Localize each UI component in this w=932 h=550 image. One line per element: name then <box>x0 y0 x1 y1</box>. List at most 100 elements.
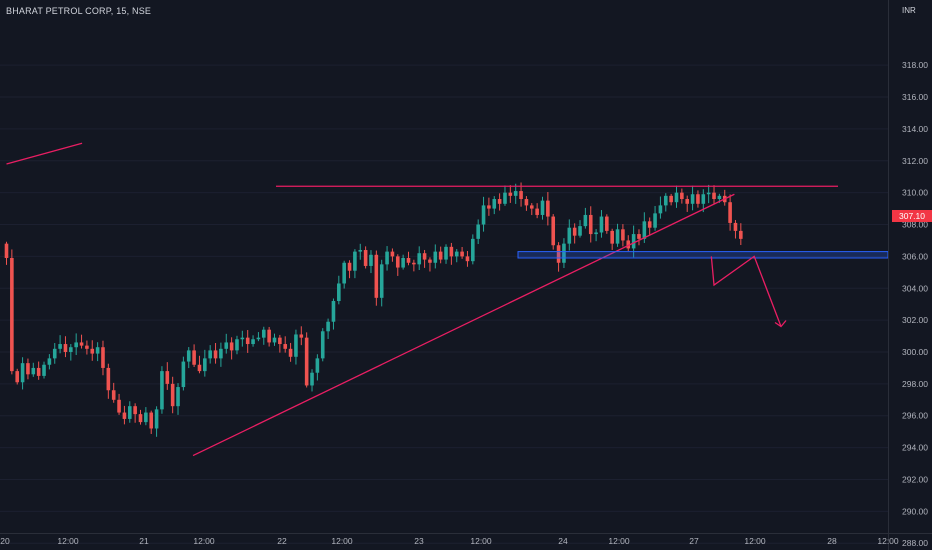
candle-body <box>272 337 277 343</box>
candle-body <box>192 350 196 365</box>
candle-body <box>465 256 470 262</box>
candle-body <box>529 205 534 209</box>
candle-body <box>320 331 325 359</box>
candle-body <box>642 221 647 239</box>
y-tick-label: 310.00 <box>902 188 928 198</box>
candle-body <box>58 344 62 349</box>
candle-body <box>739 230 743 239</box>
candle-body <box>599 216 604 233</box>
candle-body <box>492 199 497 209</box>
candle-body <box>390 251 395 257</box>
candle-body <box>621 229 625 241</box>
candle-body <box>422 253 427 260</box>
candle-body <box>449 246 454 257</box>
candle-body <box>160 371 164 410</box>
x-tick-label: 12:00 <box>331 536 353 546</box>
candle-body <box>15 371 20 383</box>
candle-body <box>395 256 400 268</box>
candle-body <box>256 337 261 340</box>
y-tick-label: 302.00 <box>902 315 928 325</box>
x-tick-label: 28 <box>827 536 837 546</box>
candle-body <box>572 227 577 236</box>
candle-body <box>240 337 245 340</box>
candle-body <box>331 301 336 322</box>
candle-body <box>481 205 486 225</box>
candle-body <box>197 364 202 372</box>
x-tick-label: 27 <box>689 536 699 546</box>
time-axis[interactable]: 20 12:00 21 12:00 22 12:00 23 12:00 24 12:00 27 12:… <box>0 533 932 547</box>
price-axis[interactable]: 318.00 316.00 314.00 312.00 310.00 308.00 306.… <box>888 0 929 550</box>
candle-body <box>369 254 373 266</box>
candle-body <box>513 191 518 196</box>
candle-body <box>412 262 416 265</box>
y-tick-label: 288.00 <box>902 538 928 548</box>
candle-body <box>460 251 464 257</box>
candle-body <box>208 350 212 359</box>
candle-body <box>90 348 95 354</box>
candle-body <box>26 363 30 375</box>
candle-body <box>149 412 154 429</box>
candle-body <box>540 200 545 215</box>
candle-body <box>717 195 722 200</box>
candle-body <box>63 344 68 352</box>
x-tick-label: 12:00 <box>877 536 899 546</box>
candle-body <box>680 192 684 200</box>
candle-body <box>261 329 266 338</box>
candle-body <box>374 254 379 298</box>
candle-body <box>663 195 668 206</box>
candle-body <box>74 342 78 348</box>
candle-body <box>95 347 100 354</box>
candle-body <box>229 342 234 351</box>
candle-body <box>36 367 41 376</box>
candle-body <box>669 195 673 203</box>
candle-body <box>79 342 84 346</box>
candle-body <box>224 342 229 349</box>
x-tick-label: 12:00 <box>193 536 215 546</box>
candle-body <box>401 257 405 268</box>
candle-body <box>117 399 121 413</box>
candle-body <box>138 414 143 423</box>
y-tick-label: 290.00 <box>902 506 928 516</box>
candle-body <box>615 229 620 244</box>
x-tick-label: 23 <box>414 536 424 546</box>
candle-body <box>647 221 652 228</box>
candle-body <box>101 347 105 368</box>
candle-body <box>31 367 36 375</box>
candle-body <box>417 253 422 265</box>
candle-body <box>4 243 9 258</box>
candle-body <box>363 250 368 266</box>
support-zone[interactable] <box>517 251 889 259</box>
y-tick-label: 306.00 <box>902 251 928 261</box>
candle-body <box>106 367 111 391</box>
candle-body <box>203 358 207 372</box>
x-tick-label: 24 <box>558 536 568 546</box>
candle-body <box>438 251 443 260</box>
currency-label: INR <box>902 6 916 15</box>
candle-body <box>631 234 636 249</box>
candle-body <box>165 371 170 384</box>
drawings-layer[interactable] <box>6 142 889 457</box>
candle-body <box>701 194 706 204</box>
candle-body <box>69 347 73 352</box>
y-tick-label: 292.00 <box>902 474 928 484</box>
projection-path[interactable] <box>710 255 782 327</box>
trendline[interactable] <box>192 193 735 457</box>
candle-body <box>454 251 459 257</box>
candle-body <box>154 409 159 429</box>
candle-body <box>588 214 593 235</box>
candle-body <box>353 251 357 271</box>
candle-body <box>326 321 330 332</box>
candle-body <box>52 348 57 359</box>
candle-body <box>186 350 191 362</box>
x-tick-label: 12:00 <box>57 536 79 546</box>
candle-body <box>503 192 507 204</box>
candle-body <box>85 345 89 349</box>
candle-body <box>487 205 491 209</box>
candle-body <box>556 245 561 263</box>
trendline[interactable] <box>6 142 83 165</box>
candle-body <box>551 216 556 246</box>
candle-body <box>605 216 609 231</box>
candle-body <box>626 240 631 249</box>
candle-body <box>20 363 25 383</box>
